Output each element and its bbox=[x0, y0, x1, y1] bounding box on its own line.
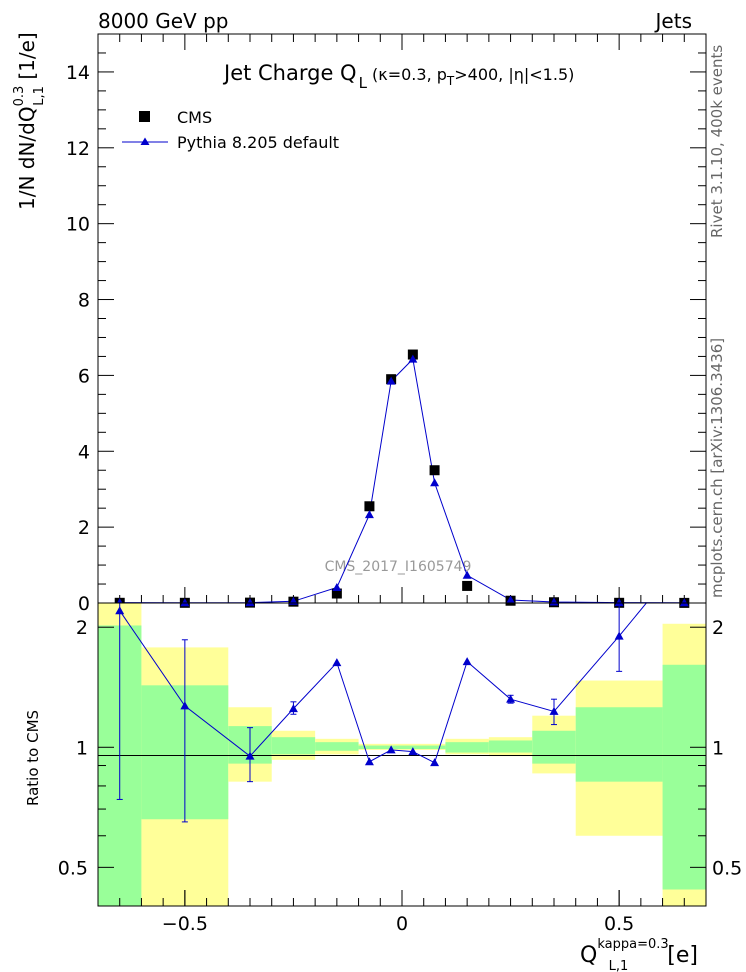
category-label: Jets bbox=[654, 9, 692, 33]
ratio-data-point bbox=[288, 704, 298, 713]
ratio-data-point bbox=[364, 757, 374, 766]
cms-data-point bbox=[429, 465, 440, 476]
pythia-data-point bbox=[180, 598, 190, 607]
pythia-data-point bbox=[332, 582, 342, 591]
main-y-tick-label: 10 bbox=[66, 214, 90, 236]
pythia-data-point bbox=[462, 570, 472, 579]
ratio-band-green bbox=[575, 707, 663, 782]
legend-cms-marker bbox=[139, 111, 150, 122]
ratio-data-point bbox=[180, 701, 190, 710]
main-y-tick-label: 0 bbox=[78, 593, 90, 615]
ratio-data-point bbox=[506, 694, 516, 703]
ratio-data-point bbox=[332, 658, 342, 667]
cms-data-point bbox=[462, 580, 473, 591]
pythia-data-point bbox=[679, 598, 689, 607]
ratio-frame bbox=[97, 602, 707, 907]
legend-pythia-label: Pythia 8.205 default bbox=[177, 133, 339, 152]
pythia-data-point bbox=[614, 598, 624, 607]
pythia-data-point bbox=[386, 376, 396, 385]
pythia-data-point bbox=[408, 354, 418, 363]
cms-data-point bbox=[407, 349, 418, 360]
ratio-series-group bbox=[115, 603, 648, 823]
legend-pythia-marker bbox=[140, 137, 150, 145]
ratio-series-line bbox=[119, 603, 648, 764]
ratio-band-green bbox=[358, 745, 446, 750]
ratio-y-tick-label: 0.5 bbox=[58, 857, 88, 879]
ratio-y-tick-label: 1 bbox=[76, 737, 88, 759]
cms-data-point bbox=[364, 501, 375, 512]
ratio-band-green bbox=[488, 740, 533, 753]
pythia-data-point bbox=[245, 598, 255, 607]
main-y-tick-label: 6 bbox=[78, 365, 90, 387]
ratio-band-green bbox=[445, 742, 489, 753]
ratio-x-tick-label: 0.5 bbox=[604, 913, 634, 935]
ratio-y-tick-label: 2 bbox=[76, 617, 88, 639]
pythia-data-point bbox=[364, 510, 374, 519]
legend: CMS Pythia 8.205 default bbox=[122, 108, 339, 152]
legend-cms-label: CMS bbox=[177, 108, 212, 127]
main-y-axis-label: 1/N dN/dQ0.3 L,1 [1/e] bbox=[12, 32, 47, 210]
main-plot-area bbox=[98, 34, 706, 603]
main-y-tick-label: 12 bbox=[66, 138, 90, 160]
ratio-data-point bbox=[549, 706, 559, 715]
ratio-data-point bbox=[245, 751, 255, 760]
main-y-tick-label: 8 bbox=[78, 290, 90, 312]
main-y-tick-label: 4 bbox=[78, 441, 90, 463]
ratio-data-point bbox=[408, 747, 418, 756]
ratio-y-tick-label-right: 1 bbox=[712, 737, 724, 759]
main-y-tick-label: 2 bbox=[78, 517, 90, 539]
ratio-data-point bbox=[614, 631, 624, 640]
analysis-watermark: CMS_2017_I1605749 bbox=[325, 559, 472, 575]
ratio-y-axis-label: Ratio to CMS bbox=[24, 710, 42, 806]
ratio-panel: 0.5 0.5 1 1 2 2 −0.5 0 0.5 Ratio to CMS Qkappa=0… bbox=[24, 602, 742, 972]
ratio-y-tick-label-right: 0.5 bbox=[712, 857, 742, 879]
ratio-x-tick-label: 0 bbox=[396, 913, 408, 935]
ratio-band-green bbox=[662, 664, 706, 890]
mcplots-label: mcplots.cern.ch [arXiv:1306.3436] bbox=[708, 338, 726, 598]
pythia-data-point bbox=[430, 478, 440, 487]
rivet-version-label: Rivet 3.1.10, 400k events bbox=[708, 45, 726, 238]
ratio-x-tick-label: −0.5 bbox=[162, 913, 208, 935]
pythia-data-point bbox=[506, 595, 516, 604]
ratio-data-point bbox=[115, 606, 125, 615]
x-axis-label: Qkappa=0.3 L,1 [e] bbox=[580, 937, 698, 972]
ratio-data-point bbox=[462, 657, 472, 666]
ratio-band-green bbox=[271, 737, 316, 755]
pythia-series-line bbox=[119, 358, 685, 604]
ratio-data-point bbox=[386, 745, 396, 754]
pythia-data-point bbox=[549, 597, 559, 606]
energy-label: 8000 GeV pp bbox=[98, 9, 229, 33]
ratio-data-point bbox=[430, 758, 440, 767]
ratio-band-green bbox=[315, 742, 359, 751]
ratio-y-tick-label-right: 2 bbox=[712, 617, 724, 639]
main-y-tick-label: 14 bbox=[66, 62, 90, 84]
cms-data-point bbox=[331, 588, 342, 599]
ratio-band-green bbox=[532, 730, 576, 764]
